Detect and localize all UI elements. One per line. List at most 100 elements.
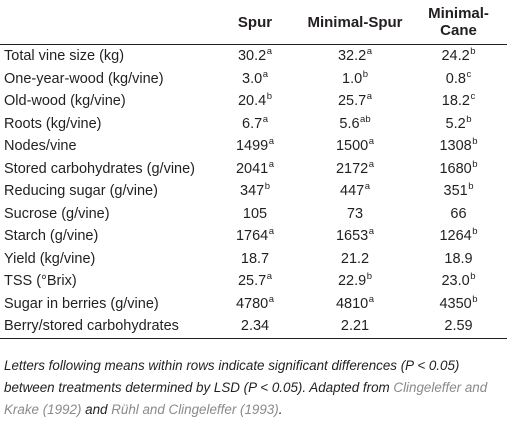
significance-letter: b bbox=[470, 46, 476, 58]
table-row: Yield (kg/vine) 18.7 21.2 18.9 bbox=[0, 248, 507, 271]
cell-spur: 30.2a bbox=[210, 45, 300, 68]
cell-value: 66 bbox=[450, 205, 467, 222]
header-cell-minimal-cane: Minimal-Cane bbox=[428, 5, 489, 39]
cell-value: 1264 bbox=[439, 228, 472, 245]
cell-minimal-cane: 66 bbox=[410, 203, 507, 226]
cell-minimal-spur: 447a bbox=[300, 180, 410, 203]
cell-value: 2041 bbox=[235, 160, 269, 177]
significance-letter: a bbox=[266, 46, 273, 58]
table-row: Starch (g/vine) 1764a 1653a 1264b bbox=[0, 225, 507, 248]
cell-spur: 20.4b bbox=[210, 90, 300, 113]
cell-value: 2.34 bbox=[240, 318, 270, 335]
cell-value: 4810 bbox=[335, 295, 369, 312]
cell-minimal-spur: 5.6ab bbox=[300, 113, 410, 136]
significance-letter: a bbox=[262, 113, 268, 125]
cell-minimal-cane: 18.2c bbox=[410, 90, 507, 113]
cell-value: 21.2 bbox=[340, 250, 370, 267]
significance-letter: b bbox=[466, 113, 472, 125]
footnote-text: Letters following means within rows indi… bbox=[4, 358, 460, 395]
header-cell-spur: Spur bbox=[237, 13, 273, 31]
cell-spur: 6.7a bbox=[210, 113, 300, 136]
cell-value: 6.7 bbox=[242, 115, 263, 132]
row-label: Nodes/vine bbox=[4, 138, 77, 155]
row-label: One-year-wood (kg/vine) bbox=[4, 70, 164, 87]
cell-minimal-spur: 32.2a bbox=[300, 45, 410, 68]
cell-spur: 2041a bbox=[210, 158, 300, 181]
significance-letter: b bbox=[472, 226, 478, 238]
row-label: Sucrose (g/vine) bbox=[4, 205, 110, 222]
header-cell-minimal-spur: Minimal-Spur bbox=[307, 13, 403, 31]
footnote-reference-1[interactable]: Clingeleffer and Krake (1992) bbox=[4, 380, 488, 417]
row-label: Berry/stored carbohydrates bbox=[4, 318, 179, 335]
cell-minimal-cane: 23.0b bbox=[410, 270, 507, 293]
significance-letter: b bbox=[366, 271, 373, 283]
cell-value: 24.2 bbox=[441, 48, 470, 65]
cell-value: 18.9 bbox=[444, 250, 473, 267]
data-table: Spur Minimal-Spur Minimal-Cane Total vin… bbox=[0, 5, 507, 338]
cell-value: 1.0 bbox=[342, 70, 363, 87]
cell-value: 5.6 bbox=[339, 115, 360, 132]
cell-value: 23.0 bbox=[441, 273, 470, 290]
cell-minimal-cane: 1680b bbox=[410, 158, 507, 181]
row-label: Yield (kg/vine) bbox=[4, 250, 96, 267]
cell-minimal-spur: 73 bbox=[300, 203, 410, 226]
significance-letter: a bbox=[366, 91, 373, 103]
row-label: Stored carbohydrates (g/vine) bbox=[4, 160, 196, 177]
cell-minimal-spur: 2.21 bbox=[300, 315, 410, 338]
cell-spur: 1499a bbox=[210, 135, 300, 158]
cell-minimal-spur: 4810a bbox=[300, 293, 410, 316]
cell-minimal-cane: 1264b bbox=[410, 225, 507, 248]
cell-minimal-cane: 2.59 bbox=[410, 315, 507, 338]
row-label: Reducing sugar (g/vine) bbox=[4, 183, 158, 200]
table-row: Total vine size (kg) 30.2a 32.2a 24.2b bbox=[0, 44, 507, 68]
table-row: Roots (kg/vine) 6.7a 5.6ab 5.2b bbox=[0, 113, 507, 136]
cell-value: 4350 bbox=[439, 295, 472, 312]
cell-spur: 25.7a bbox=[210, 270, 300, 293]
significance-letter: a bbox=[268, 293, 275, 305]
cell-value: 25.7 bbox=[337, 93, 367, 110]
table-row: Reducing sugar (g/vine) 347b 447a 351b bbox=[0, 180, 507, 203]
table-row: One-year-wood (kg/vine) 3.0a 1.0b 0.8c bbox=[0, 68, 507, 91]
cell-spur: 2.34 bbox=[210, 315, 300, 338]
footnote-end: . bbox=[278, 402, 283, 417]
significance-letter: c bbox=[466, 68, 472, 80]
footnote-reference-2[interactable]: Rühl and Clingeleffer (1993) bbox=[111, 402, 279, 417]
cell-spur: 3.0a bbox=[210, 68, 300, 91]
cell-value: 30.2 bbox=[237, 48, 267, 65]
row-label: Old-wood (kg/vine) bbox=[4, 93, 126, 110]
cell-value: 1499 bbox=[235, 138, 269, 155]
cell-value: 32.2 bbox=[337, 48, 367, 65]
cell-minimal-cane: 0.8c bbox=[410, 68, 507, 91]
row-label: Total vine size (kg) bbox=[4, 48, 125, 65]
significance-letter: b bbox=[362, 68, 368, 80]
cell-value: 1653 bbox=[335, 228, 369, 245]
cell-value: 1764 bbox=[235, 228, 269, 245]
cell-value: 18.2 bbox=[441, 93, 470, 110]
cell-value: 5.2 bbox=[445, 115, 466, 132]
cell-value: 4780 bbox=[235, 295, 269, 312]
cell-minimal-cane: 18.9 bbox=[410, 248, 507, 271]
significance-letter: a bbox=[262, 68, 268, 80]
significance-letter: c bbox=[470, 91, 476, 103]
cell-value: 1680 bbox=[439, 160, 472, 177]
row-label: Starch (g/vine) bbox=[4, 228, 99, 245]
table-row: Sucrose (g/vine) 105 73 66 bbox=[0, 203, 507, 226]
significance-letter: a bbox=[368, 226, 375, 238]
table-footnote: Letters following means within rows indi… bbox=[4, 355, 504, 421]
significance-letter: a bbox=[266, 271, 273, 283]
significance-letter: b bbox=[468, 181, 474, 193]
cell-minimal-spur: 21.2 bbox=[300, 248, 410, 271]
significance-letter: b bbox=[472, 293, 478, 305]
cell-spur: 105 bbox=[210, 203, 300, 226]
cell-value: 2172 bbox=[335, 160, 369, 177]
significance-letter: a bbox=[268, 158, 275, 170]
cell-value: 351 bbox=[443, 183, 468, 200]
cell-value: 18.7 bbox=[240, 250, 270, 267]
cell-minimal-spur: 2172a bbox=[300, 158, 410, 181]
cell-minimal-spur: 1.0b bbox=[300, 68, 410, 91]
cell-value: 22.9 bbox=[337, 273, 367, 290]
cell-value: 2.59 bbox=[444, 318, 473, 335]
significance-letter: a bbox=[366, 46, 373, 58]
footnote-connector: and bbox=[81, 402, 112, 417]
